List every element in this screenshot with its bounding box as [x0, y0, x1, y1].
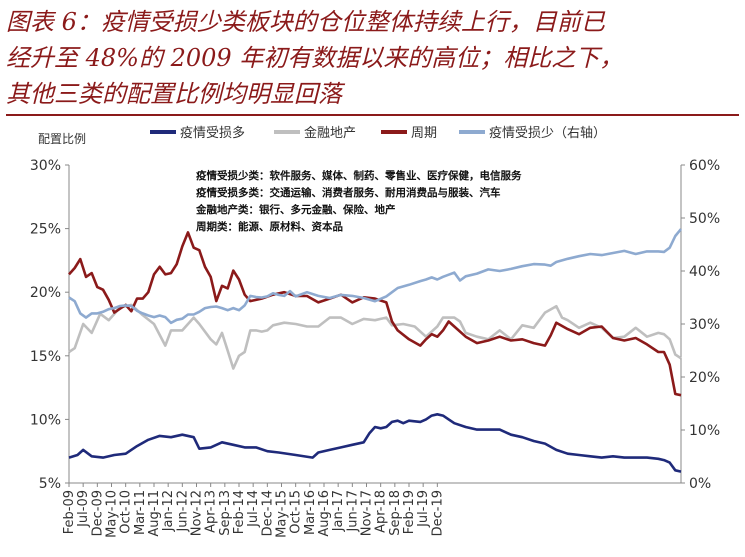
x-tick-label: Jul-09 [76, 490, 91, 528]
x-tick-label: Mar-16 [303, 490, 318, 535]
x-tick-label: Jun-12 [175, 490, 190, 533]
left-tick-label: 20% [30, 285, 61, 301]
chart-series [68, 228, 683, 473]
x-tick-label: Dec-09 [90, 490, 105, 536]
left-tick-label: 30% [30, 158, 61, 174]
title-line-2: 经升至 48%的 2009 年初有数据以来的高位；相比之下， [6, 44, 624, 72]
left-tick-label: 25% [30, 222, 61, 238]
category-note: 疫情受损少类：软件服务、媒体、制药、零售业、医疗保健，电信服务 [196, 169, 522, 182]
title-line-1: 图表 6：疫情受损少类板块的仓位整体持续上行，目前已 [6, 8, 605, 36]
x-tick-label: Dec-19 [430, 490, 445, 536]
x-tick-label: Sep-13 [218, 490, 233, 536]
title-line-3: 其他三类的配置比例均明显回落 [6, 80, 342, 108]
category-notes: 疫情受损少类：软件服务、媒体、制药、零售业、医疗保健，电信服务疫情受损多类：交通… [195, 169, 522, 233]
x-tick-label: Feb-19 [402, 490, 417, 534]
x-tick-label: Nov-17 [360, 490, 375, 536]
x-tick-label: Sep-18 [388, 490, 403, 536]
right-tick-label: 10% [689, 423, 720, 439]
right-tick-label: 20% [689, 370, 720, 386]
x-tick-label: May-10 [105, 490, 120, 538]
left-tick-label: 5% [39, 476, 61, 492]
x-tick-label: Feb-14 [232, 490, 247, 534]
legend-label: 金融地产 [304, 125, 356, 141]
x-tick-label: May-15 [275, 490, 290, 538]
x-tick-label: Oct-10 [119, 490, 134, 534]
chart-legend: 疫情受损多 金融地产 周期 疫情受损少（右轴） [150, 125, 606, 141]
figure-title: 图表 6：疫情受损少类板块的仓位整体持续上行，目前已 经升至 48%的 2009… [6, 4, 741, 112]
x-tick-label: Apr-18 [374, 490, 389, 533]
legend-label: 周期 [411, 126, 437, 141]
y-axis-label: 配置比例 [38, 132, 86, 146]
title-divider [6, 114, 739, 116]
x-tick-label: Jan-17 [331, 490, 346, 532]
x-tick-label: Jun-17 [345, 490, 360, 533]
x-tick-label: Jan-12 [161, 490, 176, 532]
series-line [68, 413, 682, 473]
category-note: 周期类：能源、原材料、资本品 [196, 220, 343, 233]
x-tick-label: Dec-14 [260, 490, 275, 536]
category-note: 金融地产类：银行、多元金融、保险、地产 [195, 203, 396, 216]
x-tick-label: Jul-19 [416, 490, 431, 528]
right-tick-label: 30% [689, 317, 720, 333]
x-tick-label: Feb-09 [62, 490, 77, 534]
series-line [68, 228, 683, 325]
left-tick-label: 10% [30, 412, 61, 428]
legend-label: 疫情受损少（右轴） [489, 125, 606, 141]
series-line [68, 303, 682, 370]
x-tick-label: Nov-12 [190, 490, 205, 536]
x-tick-label: Mar-11 [133, 490, 148, 535]
x-tick-label: Aug-16 [317, 490, 332, 537]
right-tick-label: 60% [689, 158, 720, 174]
chart-axes: 5% 10% 15% 20% 25% 30% 0% 10% 20% 30% 40% 50% 60% Feb… [30, 158, 720, 538]
right-tick-label: 0% [689, 476, 711, 492]
right-tick-label: 40% [689, 264, 720, 280]
x-tick-label: Oct-15 [289, 490, 304, 534]
category-note: 疫情受损多类：交通运输、消费者服务、耐用消费品与服装、汽车 [196, 186, 501, 199]
left-tick-label: 15% [30, 349, 61, 365]
series-line [68, 231, 682, 397]
legend-label: 疫情受损多 [180, 125, 245, 141]
x-tick-label: Apr-13 [204, 490, 219, 533]
right-tick-label: 50% [689, 211, 720, 227]
x-tick-label: Aug-11 [147, 490, 162, 537]
x-tick-label: Jul-14 [246, 490, 261, 528]
